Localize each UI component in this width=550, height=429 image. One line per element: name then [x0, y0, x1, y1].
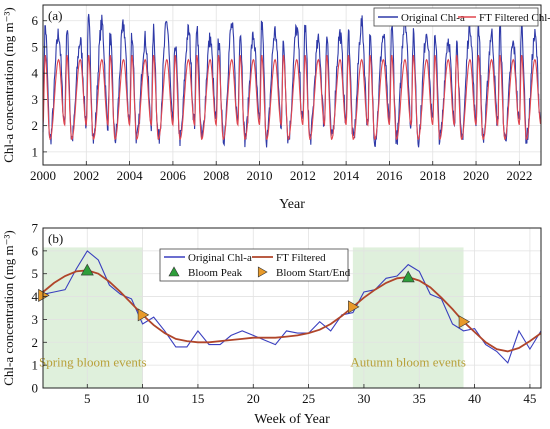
a-x-tick-label: 2010 [247, 168, 273, 183]
a-y-tick-label: 6 [32, 13, 39, 28]
bloom-region-label: Spring bloom events [39, 354, 147, 369]
bloom-region-shade [43, 247, 143, 388]
b-y-tick-label: 7 [32, 221, 39, 236]
b-x-tick-label: 40 [468, 391, 481, 406]
panel-a-x-axis-label: Year [279, 197, 305, 212]
a-x-tick-label: 2022 [506, 168, 532, 183]
panel-b-legend-filtered: FT Filtered [276, 252, 326, 264]
panel-a-series-filtered [42, 54, 542, 141]
panel-b-chart: Spring bloom events Autumn bloom events 5… [1, 221, 542, 427]
bloom-region-label: Autumn bloom events [350, 354, 466, 369]
a-x-tick-label: 2016 [376, 168, 403, 183]
b-y-tick-label: 5 [32, 266, 39, 281]
b-y-tick-label: 4 [32, 289, 39, 304]
a-x-tick-label: 2008 [203, 168, 229, 183]
a-y-tick-label: 4 [32, 66, 39, 81]
a-y-tick-label: 5 [32, 39, 39, 54]
a-x-tick-label: 2014 [333, 168, 360, 183]
a-x-tick-label: 2018 [420, 168, 446, 183]
panel-a-legend-original: Original Chl-a [401, 12, 465, 24]
panel-b-label: (b) [48, 231, 63, 246]
panel-b-legend: Original Chl-a FT Filtered Bloom Peak Bl… [159, 248, 351, 282]
bloom-start-end-marker [137, 308, 150, 322]
panel-a-legend: Original Chl-a FT Filtered Chl-a [373, 7, 550, 27]
panel-a-legend-box [373, 7, 539, 27]
b-y-tick-label: 2 [32, 335, 39, 350]
panel-a-frame [42, 4, 542, 166]
a-x-tick-label: 2006 [160, 168, 187, 183]
b-y-tick-label: 0 [32, 381, 39, 396]
panel-b-x-axis-label: Week of Year [254, 412, 330, 427]
b-x-tick-label: 25 [302, 391, 315, 406]
panel-b-y-axis-label: Chl-a concentration (mg m⁻³) [1, 230, 16, 386]
a-x-tick-label: 2000 [30, 168, 56, 183]
b-y-tick-label: 1 [32, 358, 39, 373]
b-x-tick-label: 20 [247, 391, 260, 406]
panel-b-legend-bloom-peak: Bloom Peak [188, 267, 243, 279]
bloom-peak-marker [80, 263, 94, 276]
b-x-tick-label: 5 [84, 391, 91, 406]
panel-b-legend-original: Original Chl-a [188, 252, 252, 264]
bloom-start-end-marker [348, 300, 360, 314]
panel-b-frame [42, 227, 542, 389]
panel-a-label: (a) [48, 8, 62, 23]
a-x-tick-label: 2012 [290, 168, 316, 183]
a-x-tick-label: 2002 [73, 168, 99, 183]
b-x-tick-label: 30 [357, 391, 370, 406]
b-y-tick-label: 6 [32, 243, 39, 258]
bloom-start-end-marker [458, 315, 471, 329]
a-x-tick-label: 2004 [117, 168, 144, 183]
panel-b-legend-swatch-bloom-peak [168, 266, 180, 277]
panel-a-chart: 2000 2002 2004 2006 2008 2010 2012 2014 2016 2018… [1, 4, 550, 212]
panel-b-legend-bloom-start-end: Bloom Start/End [276, 267, 351, 279]
panel-b-legend-swatch-bloom-start-end [257, 266, 268, 278]
panel-b-legend-box [159, 248, 349, 282]
a-y-tick-label: 1 [32, 144, 39, 159]
a-x-tick-label: 2020 [463, 168, 489, 183]
panel-b-series-filtered [42, 269, 542, 353]
a-y-tick-label: 3 [32, 92, 39, 107]
b-x-tick-label: 10 [136, 391, 149, 406]
b-x-tick-label: 45 [523, 391, 536, 406]
bloom-start-end-marker [38, 288, 50, 302]
panel-a-grid [42, 5, 541, 165]
panel-a-legend-filtered: FT Filtered Chl-a [479, 12, 550, 24]
a-y-tick-label: 2 [32, 118, 39, 133]
b-x-tick-label: 35 [413, 391, 426, 406]
b-y-tick-label: 3 [32, 312, 39, 327]
bloom-peak-marker [401, 270, 415, 283]
b-x-tick-label: 15 [191, 391, 204, 406]
panel-a-y-axis-label: Chl-a concentration (mg m⁻³) [1, 7, 16, 163]
